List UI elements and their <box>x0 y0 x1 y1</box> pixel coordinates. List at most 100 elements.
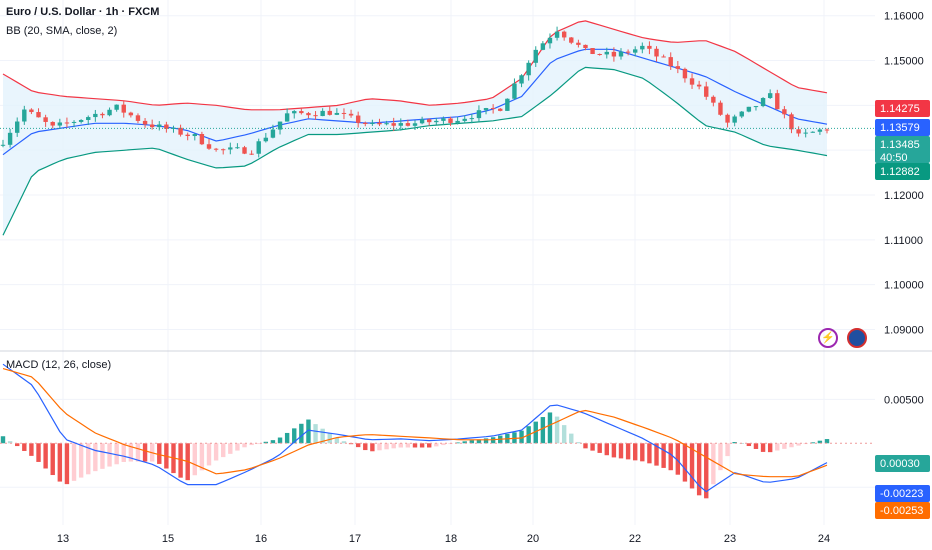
candle-body <box>377 122 382 125</box>
candle-body <box>746 106 752 112</box>
macd-value-label-bg <box>875 485 930 502</box>
candle-body <box>277 121 283 130</box>
macd-histogram-bar <box>732 442 737 444</box>
macd-histogram-bar <box>533 421 538 444</box>
macd-histogram-bar <box>128 443 134 462</box>
bollinger-upper-band-line <box>2 20 828 111</box>
last-price-label-bg <box>875 136 930 163</box>
macd-histogram-bar <box>93 443 98 472</box>
candle-body <box>462 118 467 121</box>
macd-histogram-bar <box>398 443 403 448</box>
candle-body <box>57 122 63 126</box>
candle-body <box>7 132 13 145</box>
candle-body <box>753 106 759 108</box>
macd-histogram-bar <box>810 442 815 444</box>
macd-histogram-bar <box>377 443 382 451</box>
macd-histogram-bar <box>341 441 347 444</box>
candle-body <box>640 45 645 50</box>
candle-body <box>419 119 425 124</box>
macd-histogram-bar <box>78 443 84 478</box>
candle-body <box>611 51 617 57</box>
candle-body <box>597 54 602 56</box>
candle-body <box>682 68 688 79</box>
candle-body <box>22 109 27 122</box>
time-tick-label: 24 <box>818 533 830 545</box>
macd-legend[interactable]: MACD (12, 26, close) <box>6 359 112 371</box>
time-tick-label: 16 <box>255 533 267 545</box>
macd-histogram-bar <box>782 443 787 449</box>
symbol-title[interactable]: Euro / U.S. Dollar · 1h · FXCM <box>6 6 160 18</box>
candle-body <box>199 134 205 145</box>
candle-body <box>100 113 105 116</box>
macd-histogram-bar <box>249 443 254 446</box>
macd-histogram-bar <box>640 443 645 462</box>
time-axis[interactable]: 13 15 16 17 18 20 22 23 24 <box>57 533 830 545</box>
candle-body <box>78 119 84 122</box>
candle-body <box>704 86 709 97</box>
macd-histogram-bar <box>355 443 361 448</box>
candle-body <box>803 132 808 134</box>
macd-histogram-bar <box>213 443 219 461</box>
macd-histogram-bar <box>476 439 482 444</box>
candle-body <box>36 112 41 118</box>
candle-body <box>29 109 34 113</box>
macd-histogram-bar <box>483 438 489 444</box>
macd-histogram-bar <box>327 433 332 444</box>
candle-body <box>469 118 475 120</box>
macd-histogram-bar <box>135 443 141 462</box>
candle-body <box>661 56 666 58</box>
macd-histogram-bar <box>590 443 595 451</box>
macd-histogram-bar <box>22 443 27 451</box>
candle-body <box>796 129 801 134</box>
bb-upper-price-label-bg <box>875 100 930 117</box>
candle-body <box>533 49 538 63</box>
macd-histogram-bar <box>455 442 460 444</box>
price-tick-label: 1.16000 <box>884 11 924 23</box>
macd-histogram-bar <box>576 442 581 444</box>
candle-body <box>263 137 269 142</box>
eu-us-flag-icon[interactable] <box>847 328 867 348</box>
candle-body <box>434 120 439 123</box>
macd-histogram-bar <box>256 443 261 445</box>
macd-histogram-bar <box>597 443 602 453</box>
candle-body <box>178 127 183 135</box>
macd-histogram-bar <box>284 432 290 444</box>
candle-body <box>142 120 148 125</box>
candle-body <box>398 123 403 126</box>
macd-histogram-bar <box>121 443 126 462</box>
candle-body <box>689 78 695 85</box>
macd-histogram-bar <box>746 443 752 447</box>
macd-histogram-bar <box>604 443 609 456</box>
time-tick-label: 18 <box>445 533 457 545</box>
time-tick-label: 17 <box>349 533 361 545</box>
price-axis[interactable]: 1.160001.150001.140001.130001.120001.110… <box>884 11 924 407</box>
bb-upper-price-label-text: 1.14275 <box>880 103 920 115</box>
candle-body <box>249 153 254 155</box>
macd-histogram-bar <box>157 443 162 464</box>
macd-histogram-bar <box>519 430 524 444</box>
macd-histogram-bar <box>775 443 780 451</box>
candle-body <box>86 117 91 120</box>
candle-body <box>320 110 325 117</box>
candle-body <box>654 48 659 57</box>
candle-body <box>71 121 77 123</box>
candle-body <box>242 147 247 154</box>
candle-body <box>668 57 673 67</box>
candle-body <box>0 144 6 146</box>
lightning-icon[interactable]: ⚡ <box>818 328 838 348</box>
candle-body <box>270 129 276 138</box>
candle-body <box>455 120 460 123</box>
macd-histogram-bar <box>306 419 311 444</box>
macd-histogram-bar <box>711 443 716 485</box>
candle-body <box>711 96 716 103</box>
macd-histogram-bar <box>704 443 709 499</box>
candle-body <box>519 75 524 84</box>
candle-body <box>292 111 297 114</box>
candle-body <box>782 109 787 115</box>
macd-histogram-bar <box>206 443 212 466</box>
bollinger-legend[interactable]: BB (20, SMA, close, 2) <box>6 25 118 37</box>
macd-histogram-bar <box>760 443 766 452</box>
macd-histogram-bar <box>789 443 794 448</box>
candle-body <box>405 123 411 126</box>
